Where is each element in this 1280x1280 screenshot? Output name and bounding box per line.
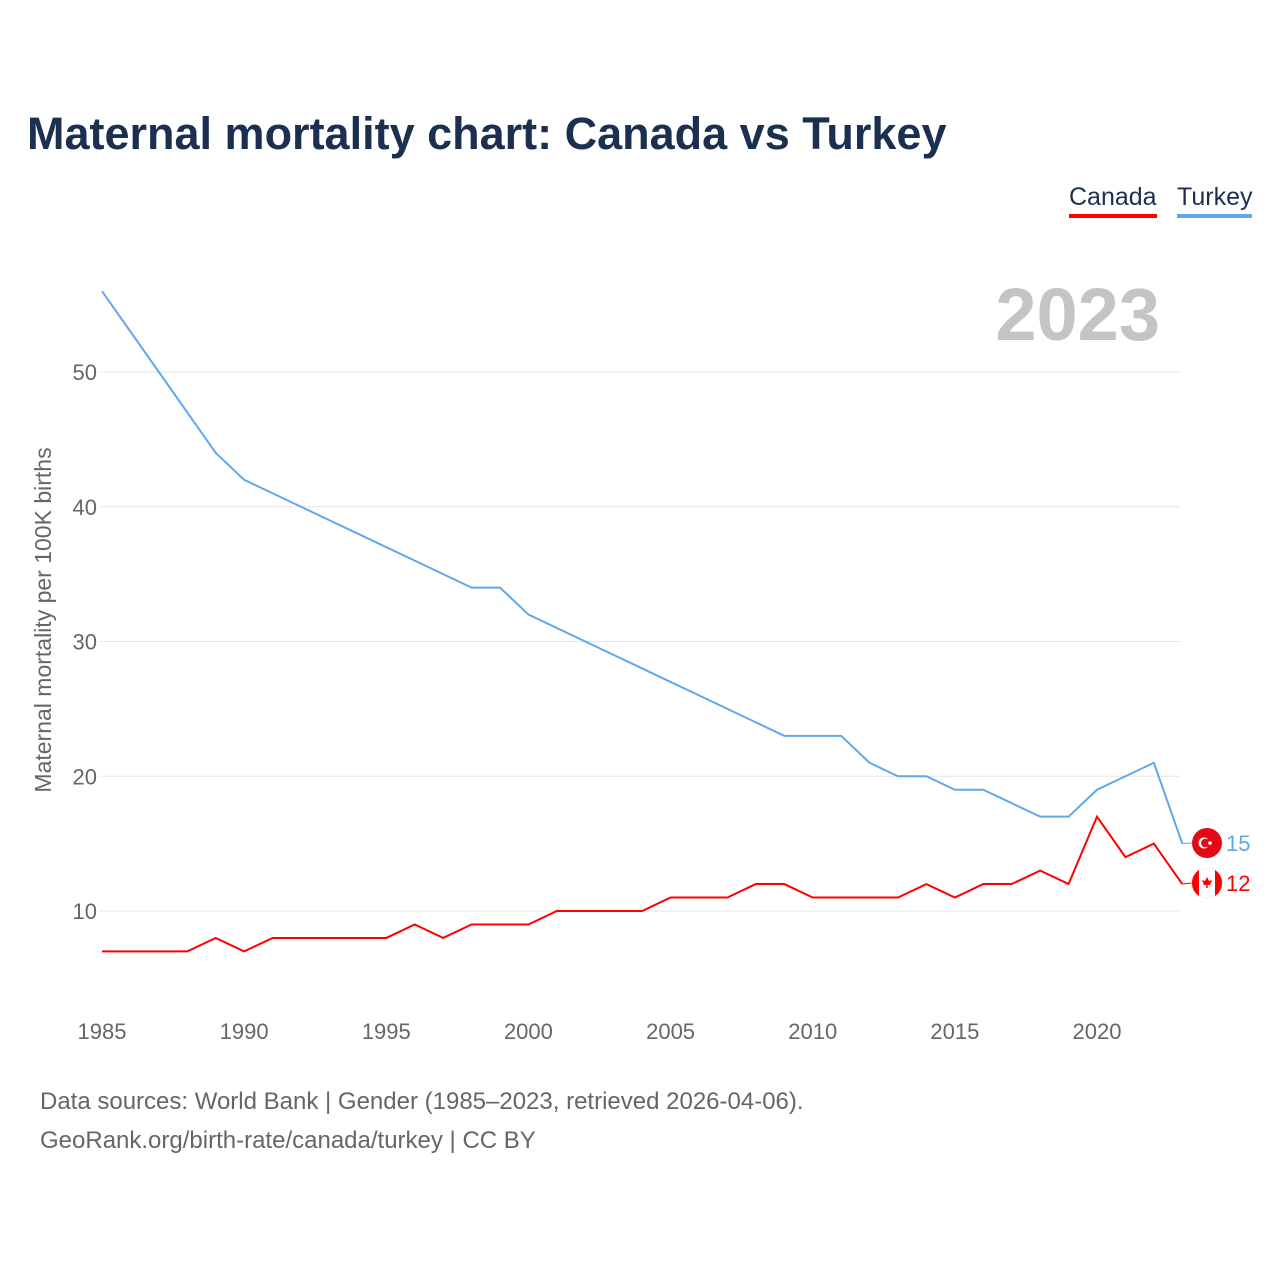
series-line-turkey [101, 290, 1184, 844]
y-tick-label: 10 [73, 899, 97, 924]
x-tick-label: 2015 [930, 1019, 979, 1044]
end-label-canada: 12 [1226, 871, 1250, 896]
legend-turkey[interactable]: Turkey [1177, 183, 1253, 218]
y-tick-label: 40 [73, 495, 97, 520]
x-tick-label: 2000 [504, 1019, 553, 1044]
source-line: Data sources: World Bank | Gender (1985–… [40, 1088, 804, 1115]
source-url[interactable]: GeoRank.org/birth-rate/canada/turkey | C… [40, 1127, 536, 1154]
chart-title: Maternal mortality chart: Canada vs Turk… [27, 108, 947, 159]
legend-canada[interactable]: Canada [1069, 183, 1157, 218]
year-watermark: 2023 [995, 273, 1160, 356]
canada-flag-icon [1191, 867, 1223, 899]
x-tick-label: 2010 [788, 1019, 837, 1044]
end-connector [1182, 882, 1193, 885]
series-line-canada [102, 814, 1184, 953]
turkey-flag-icon [1192, 828, 1222, 858]
end-label-turkey: 15 [1226, 831, 1250, 856]
y-tick-label: 50 [73, 360, 97, 385]
x-tick-label: 2005 [646, 1019, 695, 1044]
end-connector [1182, 842, 1193, 845]
x-tick-label: 1995 [362, 1019, 411, 1044]
x-tick-label: 1990 [220, 1019, 269, 1044]
x-tick-label: 1985 [78, 1019, 127, 1044]
x-tick-label: 2020 [1073, 1019, 1122, 1044]
y-tick-label: 20 [73, 764, 97, 789]
y-tick-label: 30 [73, 630, 97, 655]
y-axis-label: Maternal mortality per 100K births [30, 447, 56, 792]
